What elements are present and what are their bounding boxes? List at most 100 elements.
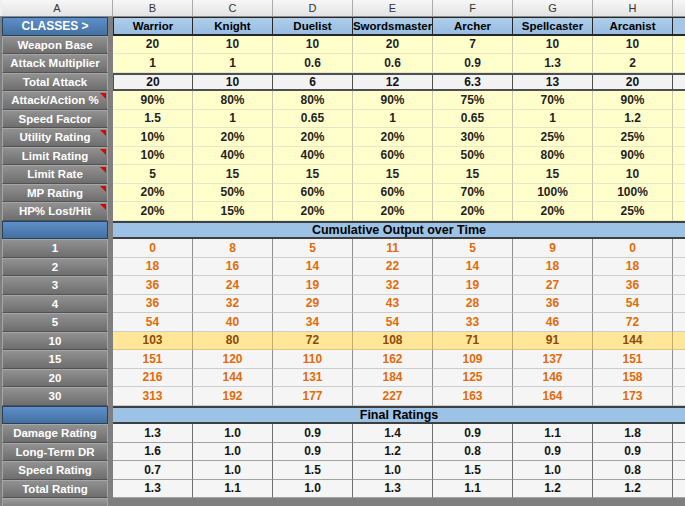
col-header-partial[interactable] — [673, 0, 685, 16]
cell-D-speed-factor[interactable]: 0.65 — [273, 110, 353, 129]
cell-H-speed-factor[interactable]: 1.2 — [593, 110, 673, 129]
cell-E-4[interactable]: 43 — [353, 295, 433, 314]
cell-F-attack-action[interactable]: 75% — [433, 91, 513, 110]
row-label-speed-factor[interactable]: Speed Factor — [2, 110, 108, 129]
cell-D-30[interactable]: 177 — [273, 387, 353, 406]
cell-F-1[interactable]: 5 — [433, 239, 513, 258]
cell-C-5[interactable]: 40 — [193, 313, 273, 332]
cell-B-weapon-base[interactable]: 20 — [113, 36, 193, 55]
cell-B-long-term-dr[interactable]: 1.6 — [113, 443, 193, 462]
cell-D-limit-rate[interactable]: 15 — [273, 165, 353, 184]
cell-F-utility-rating[interactable]: 30% — [433, 128, 513, 147]
row-label-2[interactable]: 2 — [2, 258, 108, 277]
cell-B-2[interactable]: 18 — [113, 258, 193, 277]
cell-C-1[interactable]: 8 — [193, 239, 273, 258]
cell-C-20[interactable]: 144 — [193, 369, 273, 388]
cell-C-mp-rating[interactable]: 50% — [193, 184, 273, 203]
cell-C-utility-rating[interactable]: 20% — [193, 128, 273, 147]
cell-C-damage-rating[interactable]: 1.0 — [193, 424, 273, 443]
cell-G-damage-rating[interactable]: 1.1 — [513, 424, 593, 443]
class-header-swordsmaster[interactable]: Swordsmaster — [353, 17, 433, 36]
cell-D-2[interactable]: 14 — [273, 258, 353, 277]
cell-D-20[interactable]: 131 — [273, 369, 353, 388]
cell-B-10[interactable]: 103 — [113, 332, 193, 351]
cell-F-limit-rate[interactable]: 15 — [433, 165, 513, 184]
cell-G-speed-factor[interactable]: 1 — [513, 110, 593, 129]
cell-F-total-rating[interactable]: 1.1 — [433, 480, 513, 499]
cell-C-10[interactable]: 80 — [193, 332, 273, 351]
row-label-mp-rating[interactable]: MP Rating — [2, 184, 108, 203]
cell-G-total-rating[interactable]: 1.2 — [513, 480, 593, 499]
cell-G-15[interactable]: 137 — [513, 350, 593, 369]
cell-D-limit-rating[interactable]: 40% — [273, 147, 353, 166]
cell-D-hp-lost-hit[interactable]: 20% — [273, 202, 353, 221]
cell-D-total-attack[interactable]: 6 — [273, 73, 353, 92]
cell-F-15[interactable]: 109 — [433, 350, 513, 369]
col-header-C[interactable]: C — [193, 0, 273, 16]
cell-C-30[interactable]: 192 — [193, 387, 273, 406]
col-header-E[interactable]: E — [353, 0, 433, 16]
cell-G-3[interactable]: 27 — [513, 276, 593, 295]
section-label-cell[interactable] — [2, 221, 108, 240]
cell-F-damage-rating[interactable]: 0.9 — [433, 424, 513, 443]
cell-C-attack-action[interactable]: 80% — [193, 91, 273, 110]
cell-H-speed-rating[interactable]: 0.8 — [593, 461, 673, 480]
classes-label-cell[interactable]: CLASSES > — [2, 17, 108, 36]
row-label-30[interactable]: 30 — [2, 387, 108, 406]
class-header-arcanist[interactable]: Arcanist — [593, 17, 673, 36]
cell-H-total-rating[interactable]: 1.2 — [593, 480, 673, 499]
cell-H-long-term-dr[interactable]: 0.9 — [593, 443, 673, 462]
cell-G-long-term-dr[interactable]: 0.9 — [513, 443, 593, 462]
cell-F-20[interactable]: 125 — [433, 369, 513, 388]
cell-C-attack-multiplier[interactable]: 1 — [193, 54, 273, 73]
cell-F-3[interactable]: 19 — [433, 276, 513, 295]
cell-E-2[interactable]: 22 — [353, 258, 433, 277]
cell-F-weapon-base[interactable]: 7 — [433, 36, 513, 55]
cell-G-mp-rating[interactable]: 100% — [513, 184, 593, 203]
row-label-4[interactable]: 4 — [2, 295, 108, 314]
cell-C-speed-rating[interactable]: 1.0 — [193, 461, 273, 480]
cell-E-1[interactable]: 11 — [353, 239, 433, 258]
cell-H-20[interactable]: 158 — [593, 369, 673, 388]
cell-F-mp-rating[interactable]: 70% — [433, 184, 513, 203]
cell-B-1[interactable]: 0 — [113, 239, 193, 258]
cell-H-hp-lost-hit[interactable]: 25% — [593, 202, 673, 221]
cell-F-hp-lost-hit[interactable]: 20% — [433, 202, 513, 221]
cell-G-hp-lost-hit[interactable]: 20% — [513, 202, 593, 221]
col-header-D[interactable]: D — [273, 0, 353, 16]
cell-E-total-attack[interactable]: 12 — [353, 73, 433, 92]
cell-F-30[interactable]: 163 — [433, 387, 513, 406]
cell-D-4[interactable]: 29 — [273, 295, 353, 314]
cell-G-limit-rate[interactable]: 15 — [513, 165, 593, 184]
cell-G-total-attack[interactable]: 13 — [513, 73, 593, 92]
cell-C-4[interactable]: 32 — [193, 295, 273, 314]
cell-B-15[interactable]: 151 — [113, 350, 193, 369]
cell-D-5[interactable]: 34 — [273, 313, 353, 332]
row-label-hp-lost-hit[interactable]: HP% Lost/Hit — [2, 202, 108, 221]
row-label-attack-multiplier[interactable]: Attack Multiplier — [2, 54, 108, 73]
cell-B-total-rating[interactable]: 1.3 — [113, 480, 193, 499]
class-header-warrior[interactable]: Warrior — [113, 17, 193, 36]
cell-F-5[interactable]: 33 — [433, 313, 513, 332]
cell-C-limit-rating[interactable]: 40% — [193, 147, 273, 166]
cell-E-20[interactable]: 184 — [353, 369, 433, 388]
cell-F-4[interactable]: 28 — [433, 295, 513, 314]
cell-D-attack-action[interactable]: 80% — [273, 91, 353, 110]
cell-F-speed-rating[interactable]: 1.5 — [433, 461, 513, 480]
col-header-G[interactable]: G — [513, 0, 593, 16]
cell-D-speed-rating[interactable]: 1.5 — [273, 461, 353, 480]
row-label-attack-action[interactable]: Attack/Action % — [2, 91, 108, 110]
cell-E-30[interactable]: 227 — [353, 387, 433, 406]
cell-H-attack-action[interactable]: 90% — [593, 91, 673, 110]
cell-C-total-rating[interactable]: 1.1 — [193, 480, 273, 499]
cell-B-limit-rate[interactable]: 5 — [113, 165, 193, 184]
cell-G-weapon-base[interactable]: 10 — [513, 36, 593, 55]
row-label-long-term-dr[interactable]: Long-Term DR — [2, 443, 108, 462]
cell-F-total-attack[interactable]: 6.3 — [433, 73, 513, 92]
cell-B-limit-rating[interactable]: 10% — [113, 147, 193, 166]
cell-B-damage-rating[interactable]: 1.3 — [113, 424, 193, 443]
cell-F-long-term-dr[interactable]: 0.8 — [433, 443, 513, 462]
cell-F-10[interactable]: 71 — [433, 332, 513, 351]
cell-E-hp-lost-hit[interactable]: 20% — [353, 202, 433, 221]
cell-E-limit-rate[interactable]: 15 — [353, 165, 433, 184]
